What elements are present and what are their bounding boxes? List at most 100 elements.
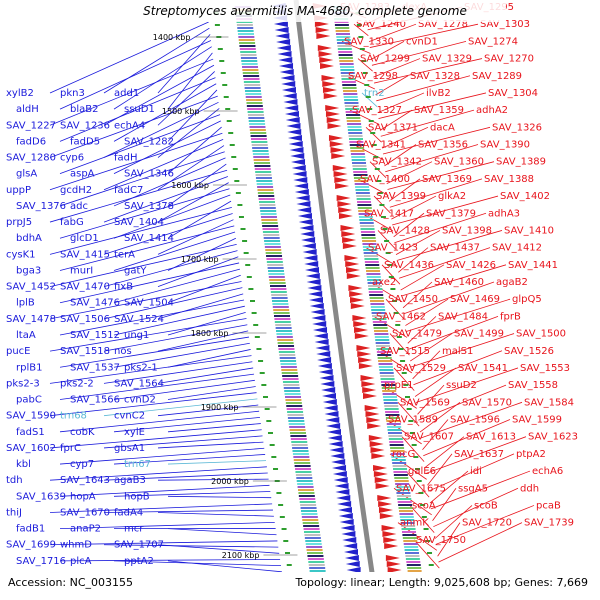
feature-mark bbox=[397, 498, 412, 500]
feature-mark bbox=[266, 261, 283, 263]
plus-strand-arrow bbox=[346, 267, 361, 273]
gene-connector bbox=[49, 318, 247, 352]
plus-strand-arrow bbox=[364, 405, 379, 411]
minus-strand-arrow bbox=[284, 105, 299, 111]
feature-mark bbox=[282, 375, 299, 377]
gene-connector bbox=[103, 27, 210, 94]
feature-mark bbox=[245, 93, 262, 95]
plus-strand-arrow bbox=[320, 63, 335, 69]
feature-mark bbox=[392, 465, 407, 467]
feature-mark bbox=[286, 564, 292, 566]
feature-mark bbox=[400, 522, 415, 524]
minus-strand-arrow bbox=[287, 135, 302, 141]
feature-mark bbox=[396, 495, 411, 497]
feature-mark bbox=[255, 174, 272, 176]
feature-mark bbox=[214, 24, 220, 26]
gene-connector bbox=[103, 435, 263, 449]
gene-label: murI bbox=[70, 265, 93, 276]
feature-mark bbox=[340, 72, 355, 74]
minus-strand-arrow bbox=[332, 465, 347, 471]
feature-mark bbox=[282, 381, 299, 383]
gene-label: SAV_1512 bbox=[70, 330, 120, 341]
feature-mark bbox=[388, 438, 403, 440]
feature-mark bbox=[401, 525, 416, 527]
minus-strand-arrow bbox=[342, 537, 357, 543]
gene-label: pks2-1 bbox=[124, 362, 158, 373]
feature-mark bbox=[240, 51, 257, 53]
gene-label: anmK bbox=[400, 518, 429, 529]
plus-strand-arrow bbox=[369, 441, 384, 447]
gene-label: ssgA5 bbox=[458, 483, 488, 494]
feature-mark bbox=[399, 516, 414, 518]
feature-mark bbox=[273, 309, 290, 311]
gene-connector bbox=[423, 419, 511, 457]
gene-connector bbox=[395, 230, 441, 255]
minus-strand-arrow bbox=[283, 99, 298, 105]
gene-label: SAV_1400 bbox=[360, 174, 410, 185]
feature-mark bbox=[288, 423, 305, 425]
feature-mark bbox=[309, 570, 326, 572]
feature-mark bbox=[345, 108, 360, 110]
gene-connector bbox=[402, 281, 433, 309]
gene-connector bbox=[103, 324, 248, 352]
gene-label: xylB2 bbox=[6, 88, 34, 99]
feature-mark bbox=[399, 513, 414, 515]
feature-mark bbox=[217, 48, 223, 50]
minus-strand-arrow bbox=[345, 561, 360, 567]
minus-strand-arrow bbox=[302, 249, 317, 255]
gene-label: SAV_1675 bbox=[396, 483, 446, 494]
feature-mark bbox=[291, 441, 308, 443]
gene-label: hopA bbox=[70, 491, 96, 502]
gene-label: SAV_1564 bbox=[114, 378, 164, 389]
feature-mark bbox=[292, 450, 309, 452]
feature-mark bbox=[249, 126, 266, 128]
gene-connector bbox=[377, 230, 396, 249]
gene-connector bbox=[113, 120, 222, 175]
feature-mark bbox=[366, 273, 381, 275]
feature-mark bbox=[237, 204, 243, 206]
gene-connector bbox=[384, 144, 417, 167]
gene-connector bbox=[49, 206, 232, 255]
feature-mark bbox=[411, 444, 417, 446]
feature-mark bbox=[380, 381, 395, 383]
minus-strand-arrow bbox=[319, 375, 334, 381]
gene-connector bbox=[427, 453, 453, 486]
gene-label: SAV_1329 bbox=[422, 54, 472, 65]
feature-mark bbox=[304, 537, 321, 539]
feature-mark bbox=[357, 207, 372, 209]
gene-label: gatY bbox=[124, 265, 147, 276]
gene-connector bbox=[410, 333, 453, 362]
gene-connector bbox=[365, 127, 382, 143]
feature-mark bbox=[279, 516, 285, 518]
minus-strand-arrow bbox=[300, 231, 315, 237]
gene-label: SAV_1437 bbox=[430, 243, 480, 254]
feature-mark bbox=[256, 180, 273, 182]
minus-strand-arrow bbox=[324, 411, 339, 417]
feature-mark bbox=[285, 402, 302, 404]
gene-connector bbox=[157, 404, 259, 417]
gene-label: malS1 bbox=[442, 346, 473, 357]
feature-mark bbox=[257, 189, 274, 191]
feature-mark bbox=[246, 102, 263, 104]
gene-connector bbox=[430, 470, 531, 510]
feature-mark bbox=[256, 183, 273, 185]
feature-mark bbox=[302, 522, 319, 524]
gene-label: rplB1 bbox=[16, 362, 42, 373]
plus-strand-arrow bbox=[382, 531, 397, 537]
gene-label: SAV_1428 bbox=[380, 225, 430, 236]
gene-connector bbox=[397, 522, 438, 551]
gene-connector bbox=[113, 83, 217, 142]
feature-mark bbox=[392, 300, 397, 302]
gene-connector bbox=[435, 505, 535, 545]
plus-strand-arrow bbox=[349, 291, 364, 297]
minus-strand-arrow bbox=[333, 477, 348, 483]
feature-mark bbox=[344, 99, 359, 101]
feature-mark bbox=[398, 510, 413, 512]
feature-mark bbox=[406, 408, 412, 410]
feature-mark bbox=[279, 357, 296, 359]
feature-mark bbox=[300, 507, 317, 509]
plus-strand-arrow bbox=[314, 21, 329, 27]
gene-connector bbox=[157, 367, 254, 384]
minus-strand-arrow bbox=[305, 273, 320, 279]
feature-mark bbox=[376, 345, 391, 347]
